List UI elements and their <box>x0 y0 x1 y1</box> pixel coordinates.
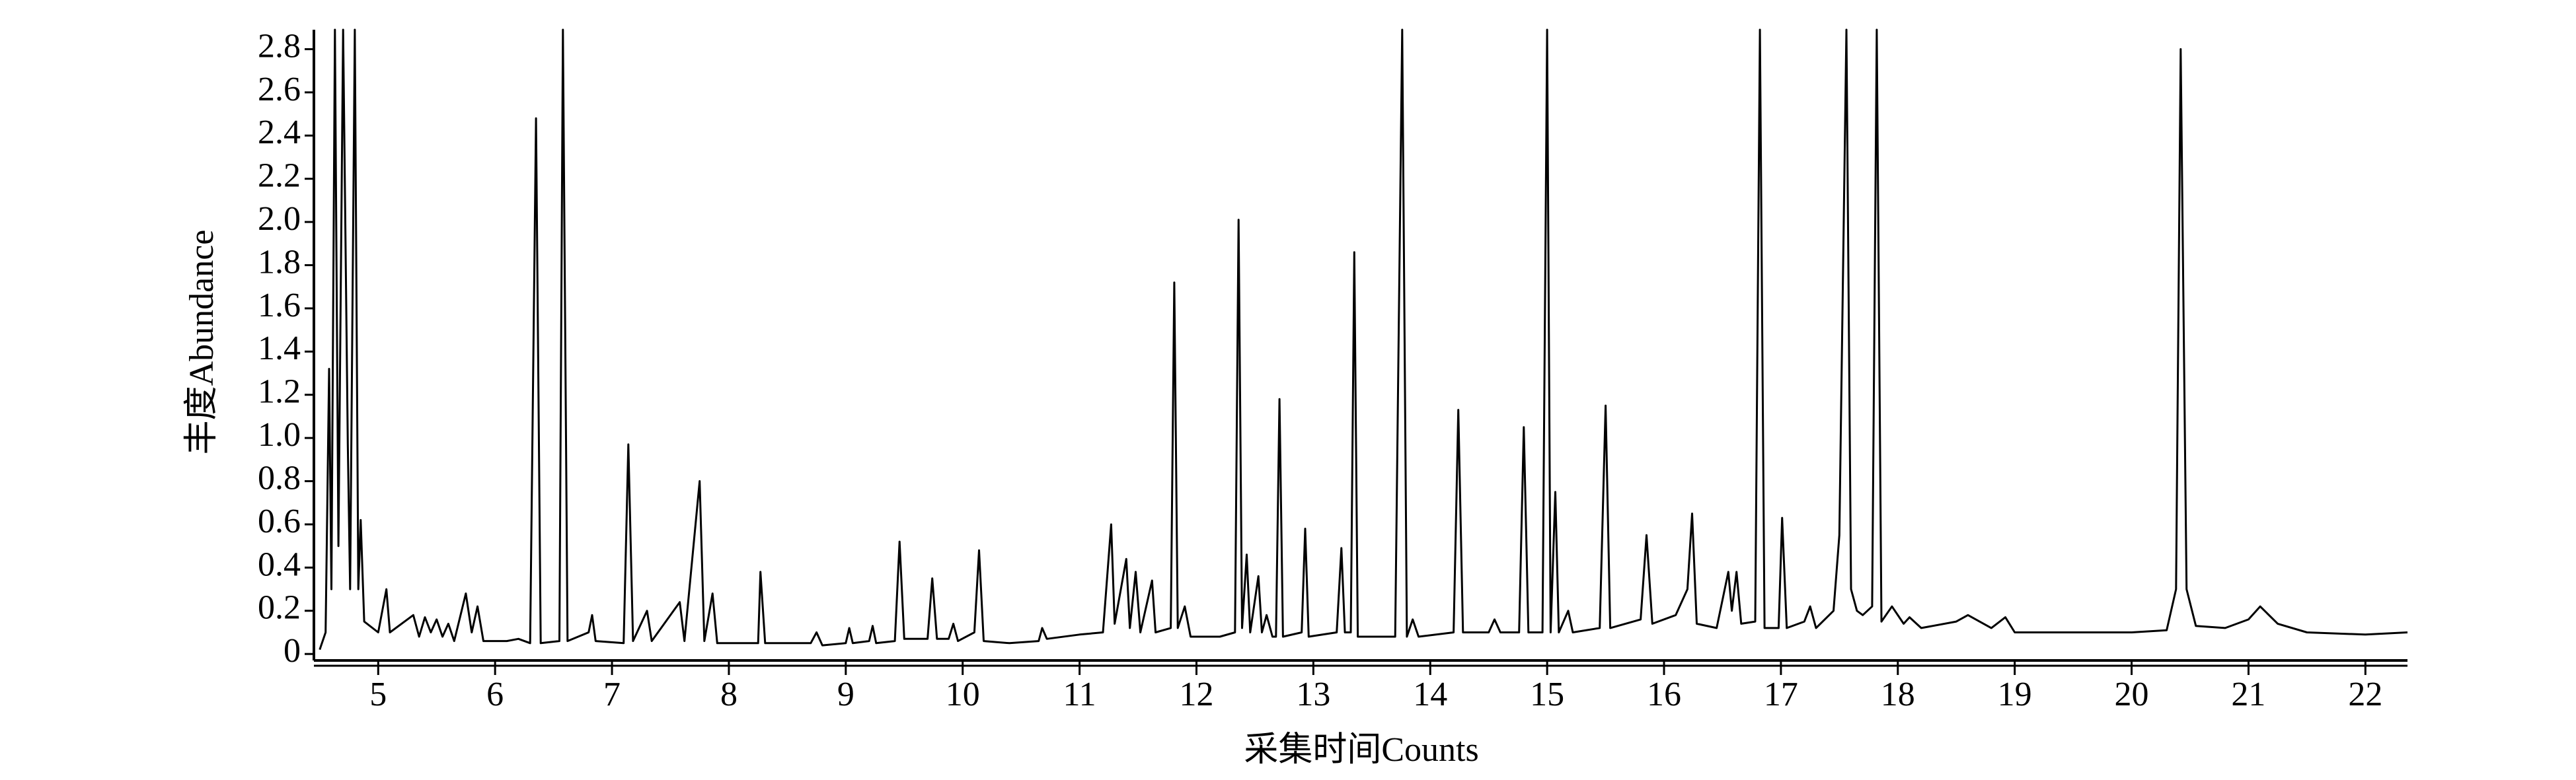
x-tick-label: 12 <box>1179 676 1213 713</box>
x-tick-label: 6 <box>486 676 504 713</box>
x-tick-label: 11 <box>1063 676 1096 713</box>
y-tick-label: 1.6 <box>258 287 301 324</box>
y-tick-label: 0 <box>284 632 301 670</box>
y-tick-label: 2.2 <box>258 157 301 195</box>
y-tick-label: 1.0 <box>258 416 301 454</box>
x-tick-label: 8 <box>720 676 738 713</box>
x-tick-label: 20 <box>2115 676 2149 713</box>
x-tick-label: 10 <box>946 676 980 713</box>
x-tick-label: 22 <box>2348 676 2382 713</box>
y-tick-label: 1.2 <box>258 373 301 411</box>
x-tick-label: 17 <box>1764 676 1798 713</box>
y-tick-label: 1.4 <box>258 330 301 367</box>
y-tick-label: 2.4 <box>258 114 301 151</box>
y-tick-label: 2.6 <box>258 71 301 108</box>
x-tick-label: 14 <box>1413 676 1447 713</box>
x-tick-label: 16 <box>1647 676 1681 713</box>
y-tick-label: 0.4 <box>258 546 301 583</box>
y-tick-label: 0.2 <box>258 589 301 627</box>
x-tick-label: 9 <box>837 676 854 713</box>
x-tick-label: 19 <box>1998 676 2032 713</box>
x-axis-label: 采集时间Counts <box>1244 731 1478 769</box>
trace <box>319 28 2408 651</box>
x-tick-label: 15 <box>1530 676 1564 713</box>
x-tick-label: 18 <box>1881 676 1915 713</box>
y-tick-label: 0.6 <box>258 503 301 540</box>
y-tick-label: 0.8 <box>258 459 301 497</box>
x-tick-label: 7 <box>603 676 621 713</box>
y-tick-label: 2.8 <box>258 27 301 65</box>
y-tick-label: 1.8 <box>258 243 301 281</box>
x-tick-label: 13 <box>1296 676 1330 713</box>
x-tick-label: 21 <box>2231 676 2265 713</box>
y-tick-label: 2.0 <box>258 200 301 238</box>
y-axis-label: 丰度Abundance <box>183 230 221 455</box>
x-tick-label: 5 <box>369 676 387 713</box>
